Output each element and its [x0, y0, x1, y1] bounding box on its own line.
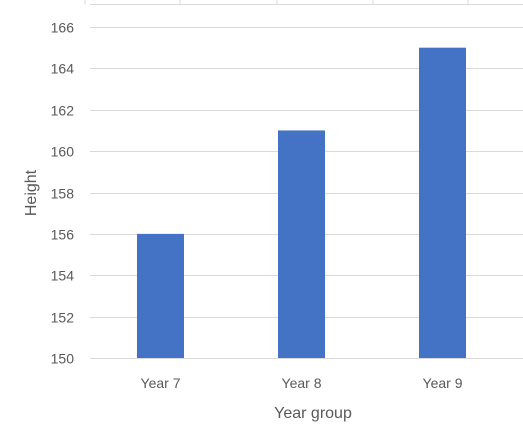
y-tick-label: 164 [51, 61, 75, 77]
x-tick-label: Year 7 [141, 375, 181, 391]
x-axis-title: Year group [274, 405, 352, 422]
y-tick-label: 150 [51, 351, 75, 367]
x-axis-tick-labels: Year 7 Year 8 Year 9 [141, 375, 463, 391]
y-axis-title: Height [23, 169, 40, 216]
y-tick-label: 158 [51, 186, 75, 202]
y-tick-label: 152 [51, 310, 75, 326]
bar [278, 130, 325, 358]
bar [137, 233, 184, 358]
y-tick-label: 162 [51, 103, 75, 119]
y-tick-label: 166 [51, 20, 75, 36]
y-tick-label: 156 [51, 227, 75, 243]
bar [419, 47, 466, 358]
y-tick-label: 154 [51, 268, 75, 284]
y-tick-label: 160 [51, 144, 75, 160]
x-tick-label: Year 9 [423, 375, 463, 391]
y-axis-tick-labels: 150 152 154 156 158 160 162 164 166 [51, 20, 75, 367]
bars [137, 47, 466, 358]
x-tick-label: Year 8 [282, 375, 322, 391]
